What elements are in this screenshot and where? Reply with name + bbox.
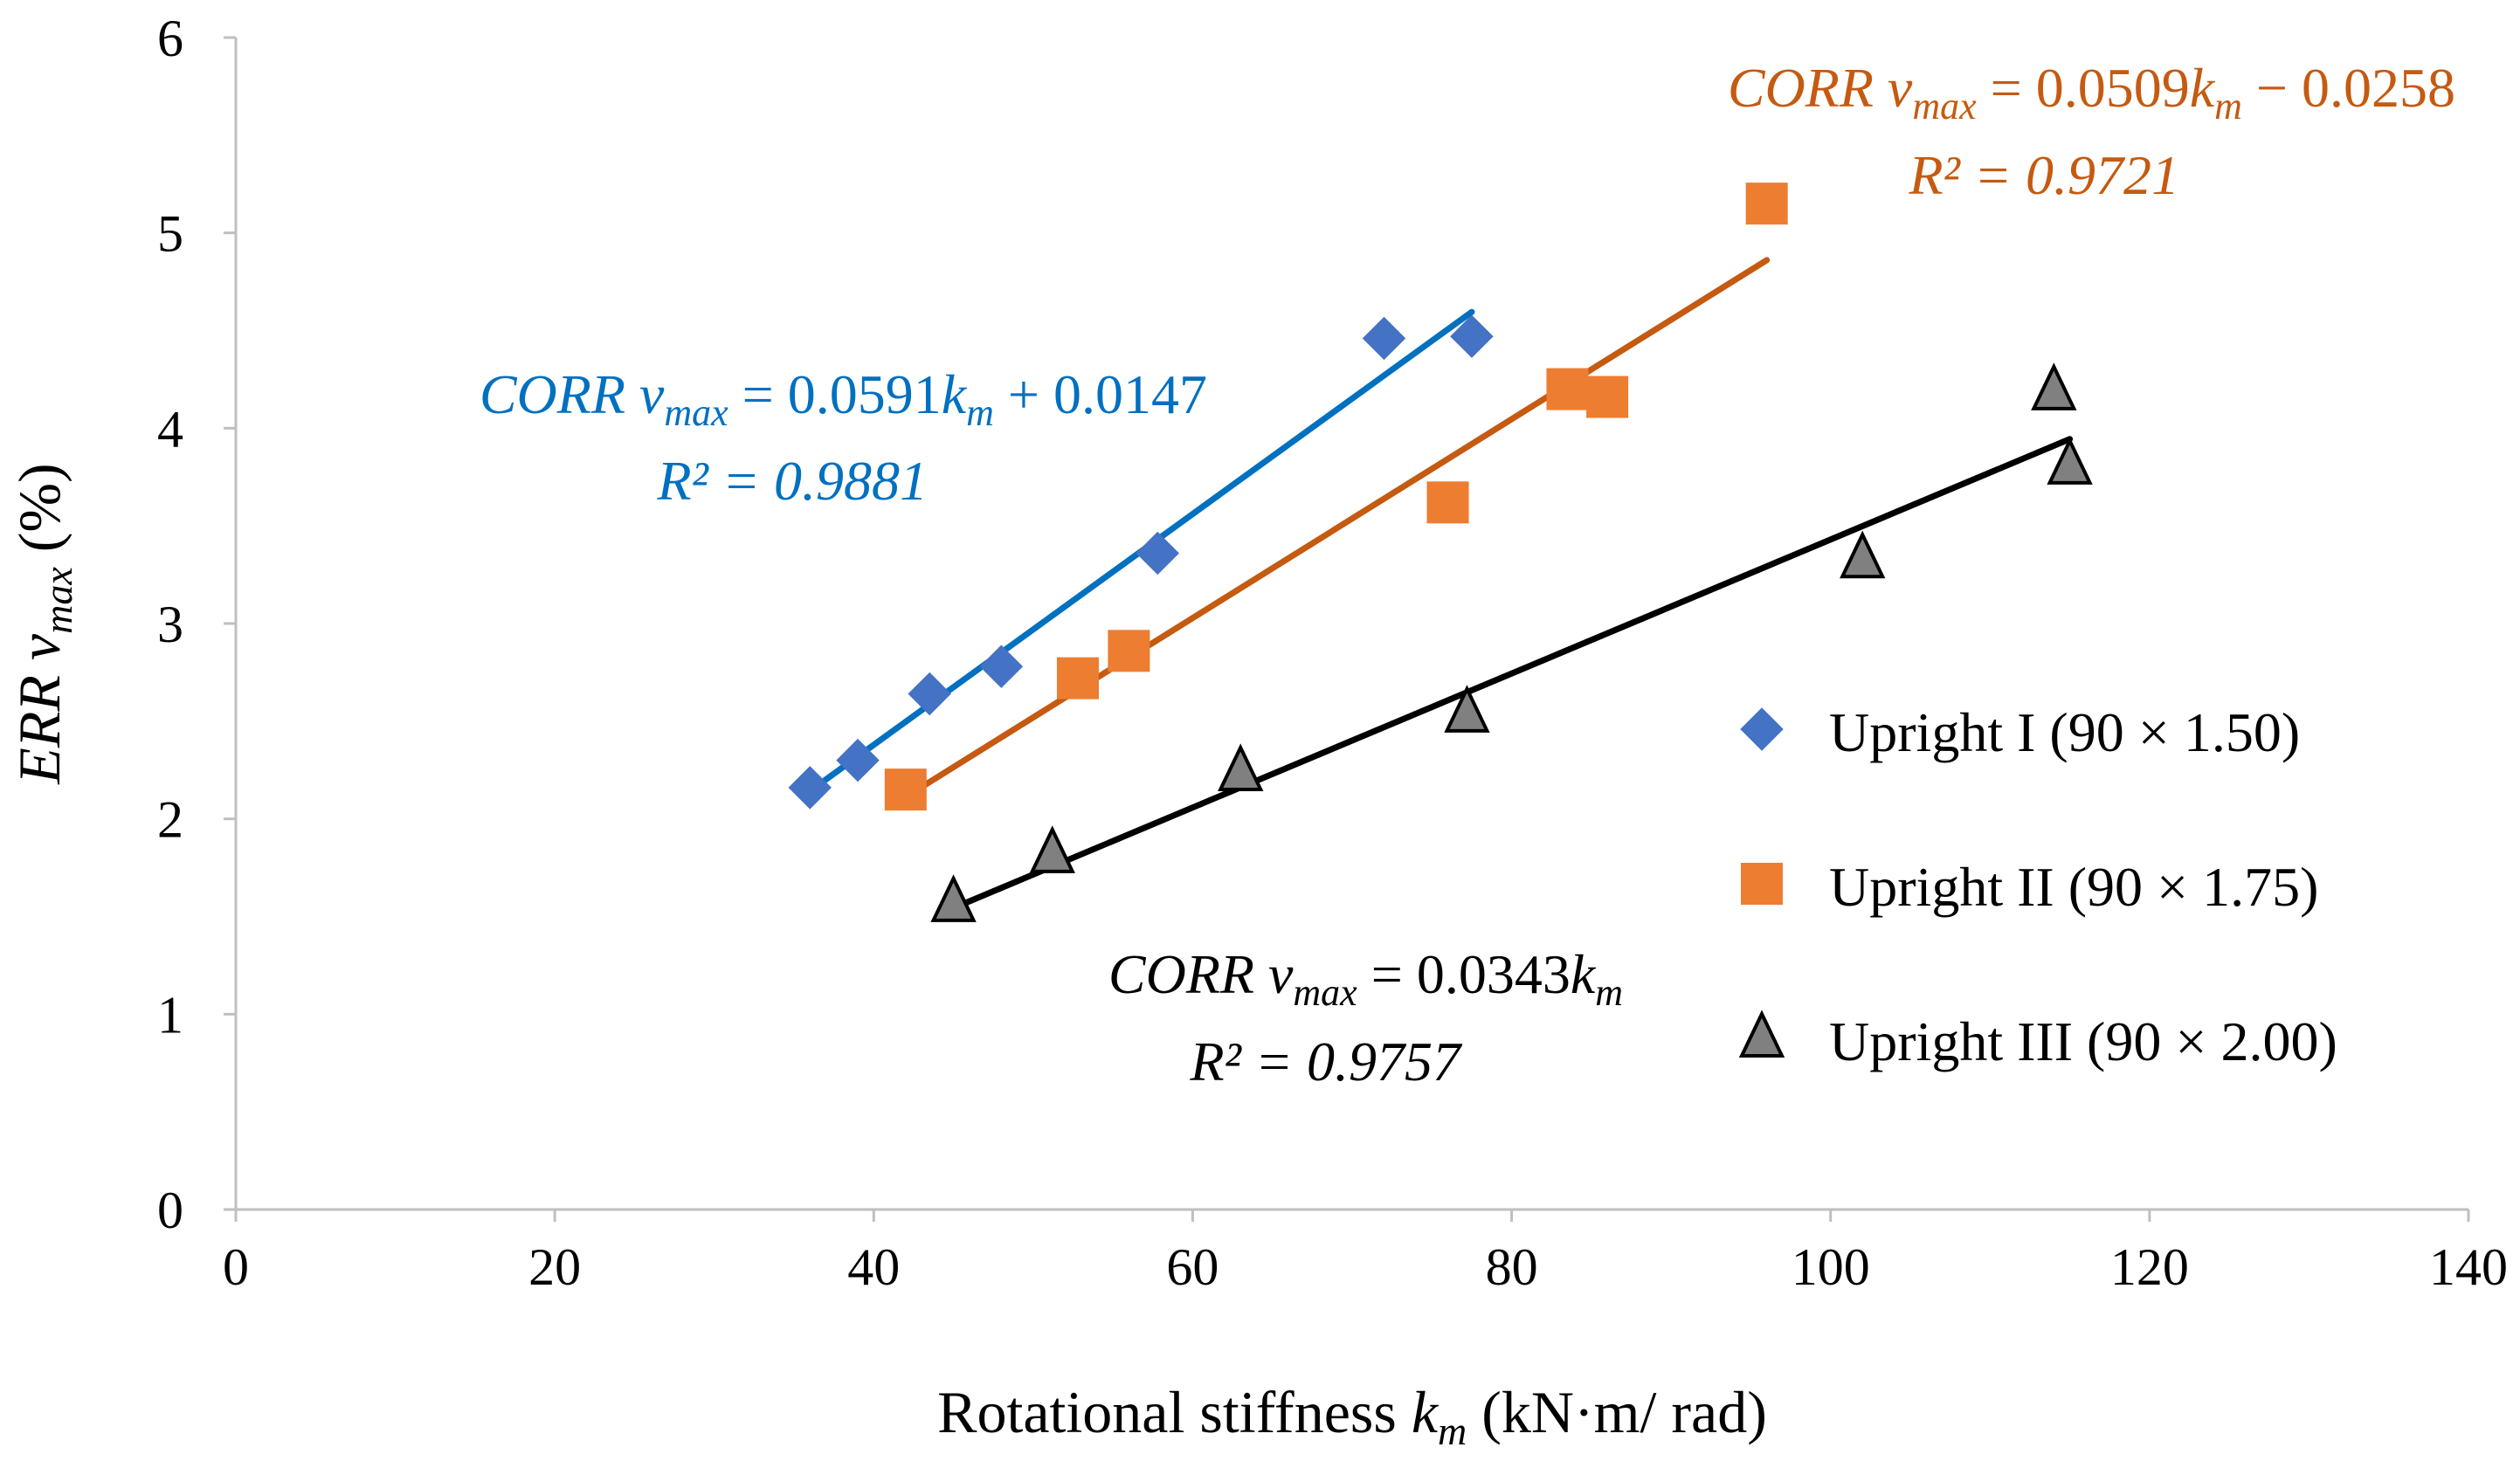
fit-lines bbox=[806, 257, 2074, 912]
data-point-upright-i bbox=[908, 672, 951, 716]
legend-label-upright-iii: Upright III (90 × 2.00) bbox=[1829, 1010, 2337, 1072]
x-tick-label: 80 bbox=[1486, 1238, 1538, 1296]
data-point-upright-i bbox=[836, 738, 880, 782]
y-tick-label: 6 bbox=[157, 10, 183, 67]
data-point-upright-ii bbox=[1108, 630, 1150, 672]
data-point-upright-i bbox=[1450, 314, 1494, 358]
data-point-upright-i bbox=[788, 766, 832, 810]
data-point-upright-iii bbox=[1840, 530, 1886, 579]
ticks bbox=[224, 36, 2470, 1222]
equation-upright-ii: CORR vmax = 0.0509km − 0.0258 R² = 0.972… bbox=[1728, 57, 2455, 206]
legend-diamond-marker bbox=[1740, 707, 1784, 751]
equation-upright-i-formula: CORR vmax = 0.0591km + 0.0147 bbox=[480, 363, 1207, 434]
data-point-upright-ii bbox=[1745, 183, 1788, 225]
legend-item-upright-iii: Upright III (90 × 2.00) bbox=[1738, 1010, 2337, 1072]
trendline-upright-iii bbox=[950, 436, 2074, 912]
y-tick-label: 3 bbox=[157, 596, 183, 653]
data-point-upright-ii bbox=[1586, 376, 1629, 418]
legend-diamond-icon bbox=[1740, 707, 1784, 751]
data-point-upright-i bbox=[1136, 531, 1179, 575]
data-point-upright-iii bbox=[2047, 437, 2093, 485]
legend-label-upright-i: Upright I (90 × 1.50) bbox=[1829, 701, 2300, 763]
x-tick-label: 20 bbox=[528, 1238, 581, 1296]
x-tick-label: 40 bbox=[847, 1238, 900, 1296]
y-tick-label: 5 bbox=[157, 205, 183, 263]
markers bbox=[788, 183, 2093, 922]
y-tick-label: 4 bbox=[157, 400, 183, 458]
legend-triangle-icon bbox=[1738, 1010, 1785, 1058]
y-tick-label: 2 bbox=[157, 791, 183, 849]
equation-upright-iii: CORR vmax = 0.0343km R² = 0.9757 bbox=[1108, 943, 1623, 1092]
legend-square-marker bbox=[1741, 863, 1783, 905]
data-point-upright-iii bbox=[2031, 362, 2077, 410]
data-point-upright-iii bbox=[1444, 685, 1490, 733]
legend-label-upright-ii: Upright II (90 × 1.75) bbox=[1829, 856, 2318, 918]
data-point-upright-iii bbox=[1029, 825, 1075, 873]
legend-item-upright-ii: Upright II (90 × 1.75) bbox=[1741, 856, 2318, 918]
legend: Upright I (90 × 1.50) Upright II (90 × 1… bbox=[1738, 701, 2337, 1072]
data-point-upright-iii bbox=[930, 874, 977, 922]
equation-upright-iii-formula: CORR vmax = 0.0343km bbox=[1108, 943, 1623, 1014]
x-axis-title: Rotational stiffness km (kN·m/ rad) bbox=[937, 1379, 1767, 1453]
x-tick-label: 100 bbox=[1792, 1238, 1870, 1296]
equation-upright-iii-r2: R² = 0.9757 bbox=[1190, 1030, 1463, 1092]
equation-upright-i-r2: R² = 0.9881 bbox=[657, 450, 928, 512]
trendline-upright-ii bbox=[902, 257, 1771, 801]
data-point-upright-iii bbox=[1218, 743, 1264, 791]
y-axis-title: ERR vmax (%) bbox=[6, 463, 80, 784]
data-point-upright-i bbox=[979, 644, 1024, 688]
tick-labels: 0 20 40 60 80 100 120 140 0 1 2 3 4 5 6 bbox=[157, 10, 2508, 1296]
x-tick-label: 120 bbox=[2110, 1238, 2189, 1296]
data-point-upright-ii bbox=[1426, 481, 1469, 524]
legend-item-upright-i: Upright I (90 × 1.50) bbox=[1740, 701, 2300, 763]
legend-square-icon bbox=[1741, 863, 1783, 905]
legend-triangle-marker bbox=[1738, 1010, 1785, 1058]
x-tick-label: 60 bbox=[1166, 1238, 1219, 1296]
x-tick-label: 0 bbox=[223, 1238, 249, 1296]
data-point-upright-i bbox=[1362, 316, 1406, 361]
equation-upright-i: CORR vmax = 0.0591km + 0.0147 R² = 0.988… bbox=[480, 363, 1207, 512]
equation-upright-ii-formula: CORR vmax = 0.0509km − 0.0258 bbox=[1728, 57, 2455, 128]
data-point-upright-ii bbox=[1056, 657, 1099, 700]
y-tick-label: 0 bbox=[157, 1182, 183, 1239]
equation-upright-ii-r2: R² = 0.9721 bbox=[1909, 144, 2179, 206]
x-tick-label: 140 bbox=[2429, 1238, 2508, 1296]
data-point-upright-ii bbox=[1546, 368, 1589, 410]
y-tick-label: 1 bbox=[157, 986, 183, 1044]
data-point-upright-ii bbox=[884, 768, 927, 811]
